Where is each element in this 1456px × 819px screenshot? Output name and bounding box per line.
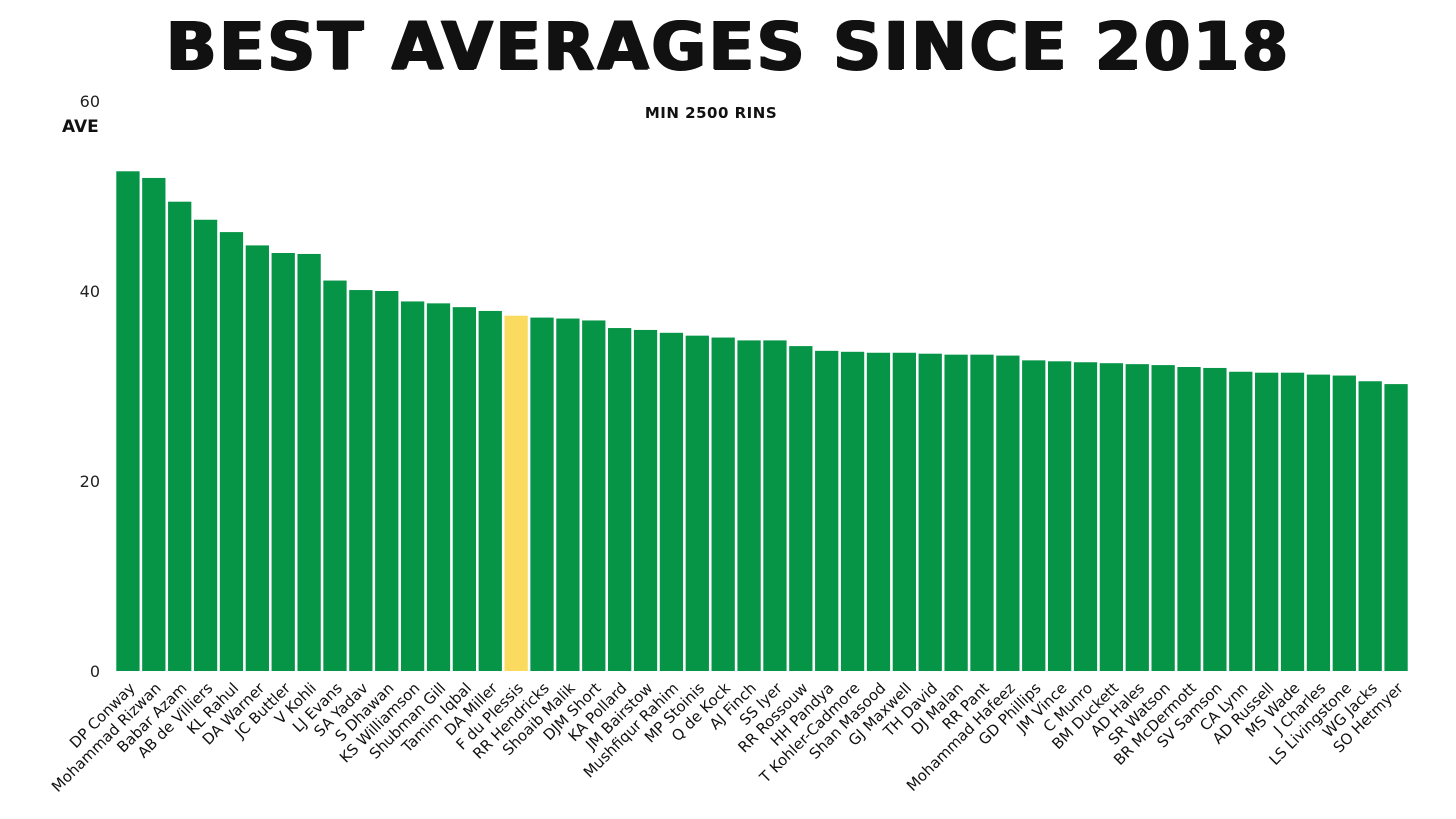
bar <box>1125 364 1149 671</box>
bar <box>918 353 942 671</box>
bar <box>970 354 994 671</box>
bar <box>582 320 606 671</box>
y-tick-label: 60 <box>80 92 100 111</box>
bar <box>1022 360 1046 671</box>
bar <box>426 303 451 671</box>
bar <box>1255 372 1279 671</box>
bar <box>375 291 399 671</box>
bar <box>608 328 632 671</box>
y-axis-ticks: 0 20 40 60 <box>80 92 100 681</box>
bar <box>478 310 502 671</box>
y-tick-label: 20 <box>80 472 100 491</box>
bar <box>556 318 580 671</box>
bar <box>866 352 891 671</box>
bar <box>245 245 269 671</box>
bar <box>168 201 192 671</box>
bar <box>711 337 735 671</box>
bar <box>400 301 425 671</box>
bar <box>840 351 865 671</box>
bar <box>996 355 1020 671</box>
bar <box>1073 362 1098 671</box>
bar <box>815 350 839 671</box>
bar <box>271 253 295 671</box>
y-tick-label: 40 <box>80 282 100 301</box>
bar <box>323 280 347 671</box>
y-tick-label: 0 <box>90 662 100 681</box>
bar <box>193 219 218 671</box>
bar <box>1306 374 1331 671</box>
bar <box>1151 365 1175 671</box>
bar <box>349 290 373 671</box>
bar <box>1203 367 1227 671</box>
bar <box>685 335 709 671</box>
bar <box>530 317 554 671</box>
bar <box>1384 384 1408 671</box>
bar <box>1177 367 1201 671</box>
bar <box>142 177 166 671</box>
chart-subtitle: MIN 2500 RINS <box>644 104 778 122</box>
bar <box>1358 381 1382 671</box>
bar <box>944 354 968 671</box>
bar <box>1099 363 1124 671</box>
bar <box>1047 361 1072 671</box>
chart-title: BEST AVERAGES SINCE 2018 <box>165 8 1291 85</box>
bars <box>116 171 1408 672</box>
bar <box>504 315 528 671</box>
bar <box>116 171 140 672</box>
bar <box>633 329 658 671</box>
bar <box>789 346 813 671</box>
bar <box>1280 372 1305 671</box>
bar <box>219 232 244 671</box>
bar <box>737 340 761 671</box>
bar <box>1229 371 1253 671</box>
bar <box>452 307 477 671</box>
bar <box>297 253 321 671</box>
bar <box>1332 375 1356 671</box>
bar <box>763 340 787 671</box>
bar <box>892 352 916 671</box>
y-axis-label: AVE <box>62 117 99 137</box>
bar <box>659 332 684 671</box>
